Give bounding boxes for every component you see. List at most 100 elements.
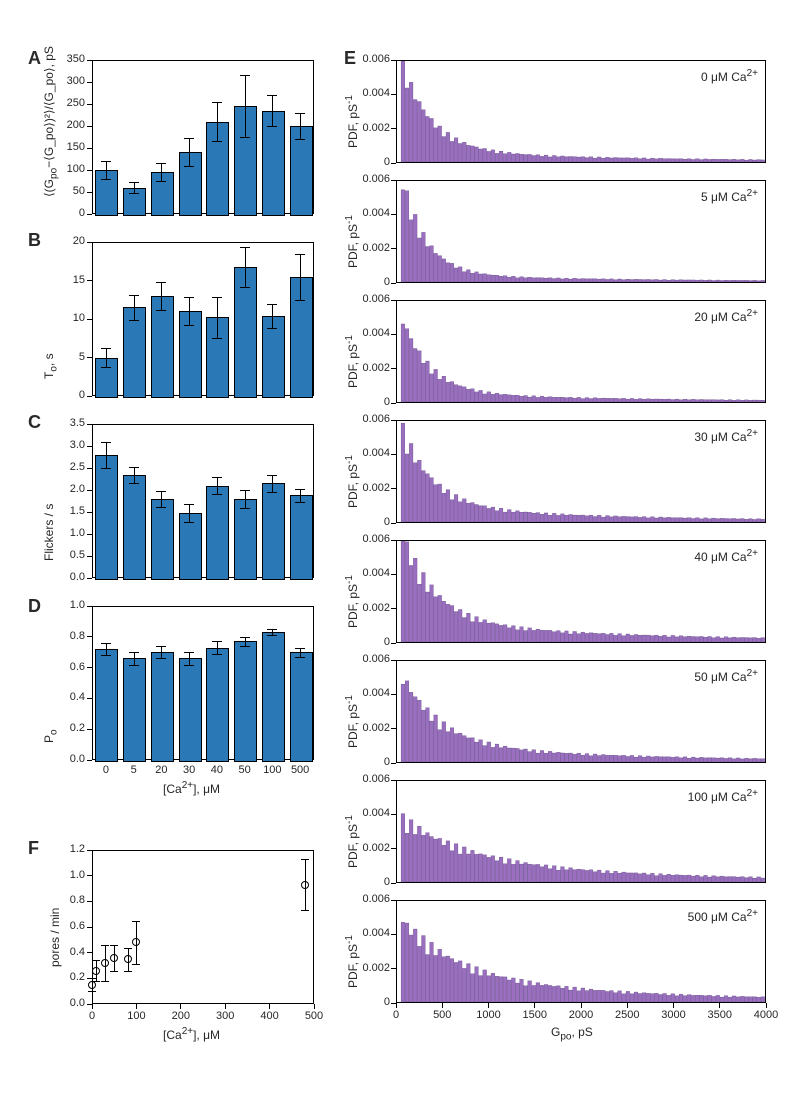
hist-ylabel-5: PDF, pS-1 (344, 695, 360, 748)
bar (95, 649, 118, 762)
bar (179, 513, 202, 580)
bar (95, 170, 118, 216)
bar (206, 648, 229, 762)
ylabel-c: Flickers / s (42, 504, 56, 561)
bar (151, 296, 174, 398)
errorbar (217, 297, 218, 339)
panel-letter-b: B (28, 230, 41, 251)
xtick-label: 100 (257, 764, 287, 776)
errorbar (300, 254, 301, 300)
ytick-label: 0.006 (348, 893, 390, 905)
hist-bars-5 (397, 661, 765, 762)
bar (290, 495, 313, 580)
xtick-label: 0 (91, 764, 121, 776)
ytick-label: 0 (348, 516, 390, 528)
chart-f (92, 850, 314, 1004)
ytick-label: 0 (348, 396, 390, 408)
errorbar (245, 75, 246, 137)
hist-bars-1 (397, 181, 765, 282)
errorbar (245, 637, 246, 646)
hist-ylabel-6: PDF, pS-1 (344, 815, 360, 868)
hist-bars-4 (397, 541, 765, 642)
errorbar (272, 95, 273, 127)
bar (123, 475, 146, 580)
errorbar (161, 491, 162, 507)
errorbar (134, 652, 135, 664)
errorbar (134, 182, 135, 193)
bar (206, 122, 229, 216)
hist-ylabel-7: PDF, pS-1 (344, 935, 360, 988)
panel-letter-d: D (28, 596, 41, 617)
scatter-point (110, 954, 118, 962)
errorbar (134, 295, 135, 320)
bar (206, 486, 229, 580)
ytick-label: 0.8 (47, 630, 85, 642)
xtick-label: 5 (119, 764, 149, 776)
bar (234, 499, 257, 580)
scatter-point (101, 959, 109, 967)
xtick-label: 500 (285, 764, 315, 776)
xtick-label: 500 (422, 1009, 462, 1021)
hist-bars-2 (397, 301, 765, 402)
scatter-point (88, 981, 96, 989)
ytick-label: 0 (47, 207, 85, 219)
ytick-label: 0 (348, 876, 390, 888)
xtick-label: 500 (296, 1010, 332, 1022)
errorbar (189, 652, 190, 664)
errorbar (300, 489, 301, 502)
xtick-label: 200 (163, 1010, 199, 1022)
ytick-label: 0.8 (52, 894, 85, 906)
hist-bars-7 (397, 901, 765, 1002)
ytick-label: 1.2 (52, 843, 85, 855)
ytick-label: 0 (348, 276, 390, 288)
bar (151, 652, 174, 762)
xtick-label: 2000 (561, 1009, 601, 1021)
ytick-label: 0 (348, 756, 390, 768)
ytick-label: 0.6 (47, 661, 85, 673)
ytick-label: 1.0 (52, 869, 85, 881)
ylabel-a: ⟨(Gpo−⟨G_po⟩)²⟩/⟨G_po⟩, pS (42, 46, 59, 197)
hist-ylabel-3: PDF, pS-1 (344, 455, 360, 508)
bar (123, 307, 146, 398)
ytick-label: 0.006 (348, 293, 390, 305)
scatter-point (124, 955, 132, 963)
ytick-label: 0.2 (52, 971, 85, 983)
xtick-label: 20 (146, 764, 176, 776)
ytick-label: 15 (47, 274, 85, 286)
errorbar (189, 297, 190, 325)
xtick-label: 0 (74, 1010, 110, 1022)
xtick-label: 30 (174, 764, 204, 776)
ytick-label: 2.5 (47, 461, 85, 473)
ytick-label: 0.006 (348, 173, 390, 185)
xtick-label: 400 (252, 1010, 288, 1022)
xtick-label: 40 (202, 764, 232, 776)
bar (179, 152, 202, 216)
errorbar (161, 282, 162, 310)
scatter-point (92, 967, 100, 975)
errorbar (189, 504, 190, 522)
errorbar (217, 641, 218, 653)
hist-bars-6 (397, 781, 765, 882)
bar (290, 652, 313, 762)
hist-ylabel-4: PDF, pS-1 (344, 575, 360, 628)
errorbar (300, 113, 301, 139)
xtick-label: 1000 (469, 1009, 509, 1021)
xtick-label: 3000 (654, 1009, 694, 1021)
errorbar (134, 467, 135, 483)
ytick-label: 0.006 (348, 653, 390, 665)
ytick-label: 0.006 (348, 413, 390, 425)
xtick-label: 4000 (746, 1009, 786, 1021)
ytick-label: 0.006 (348, 53, 390, 65)
bar (151, 499, 174, 580)
hist-ylabel-2: PDF, pS-1 (344, 335, 360, 388)
bar (123, 188, 146, 216)
ylabel-f: pores / min (48, 908, 62, 967)
hist-xlabel: Gpo, pS (551, 1025, 593, 1042)
hist-ylabel-0: PDF, pS-1 (344, 95, 360, 148)
errorbar (217, 102, 218, 142)
ylabel-b: To, s (42, 353, 59, 379)
errorbar (272, 304, 273, 329)
xlabel-d: [Ca2+], μM (163, 780, 220, 796)
errorbar (106, 442, 107, 468)
ytick-label: 3.5 (47, 417, 85, 429)
